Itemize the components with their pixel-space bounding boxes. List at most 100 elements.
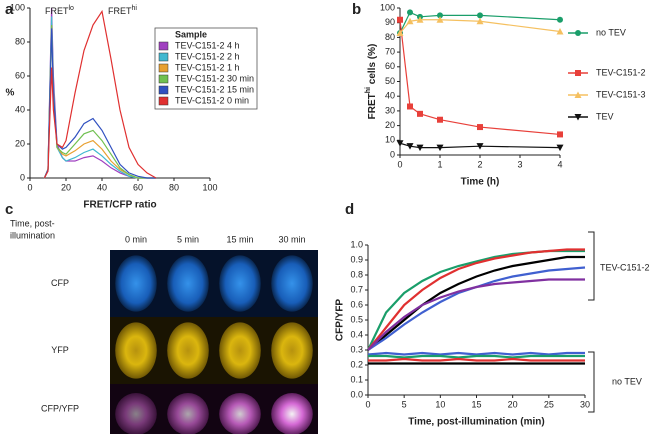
legend-label: TEV bbox=[596, 111, 614, 121]
panel-label: a bbox=[5, 1, 14, 18]
x-tick-label: 1 bbox=[437, 159, 442, 169]
x-tick-label: 30 bbox=[580, 399, 590, 409]
point bbox=[406, 143, 414, 150]
y-tick-label: 0.0 bbox=[350, 389, 363, 399]
x-tick-label: 100 bbox=[202, 182, 217, 192]
x-tick-label: 15 bbox=[471, 399, 481, 409]
y-tick-label: 30 bbox=[385, 105, 395, 115]
cell bbox=[271, 255, 313, 312]
cell bbox=[219, 255, 261, 312]
point bbox=[436, 144, 444, 152]
x-tick-label: 0 bbox=[365, 399, 370, 409]
x-tick-label: 3 bbox=[517, 159, 522, 169]
legend-swatch bbox=[158, 74, 169, 84]
y-tick-label: 20 bbox=[385, 120, 395, 130]
point bbox=[574, 114, 582, 121]
column-label: 30 min bbox=[278, 234, 305, 244]
legend-swatch bbox=[158, 41, 169, 51]
label-text: FRET bbox=[367, 93, 378, 119]
y-tick-label: 90 bbox=[385, 17, 395, 27]
point bbox=[556, 28, 564, 35]
cell bbox=[115, 255, 157, 312]
legend-swatch bbox=[158, 52, 169, 62]
x-tick-label: 10 bbox=[435, 399, 445, 409]
cell bbox=[115, 322, 157, 379]
x-tick-label: 20 bbox=[508, 399, 518, 409]
point bbox=[396, 140, 404, 147]
legend-title: Sample bbox=[175, 29, 207, 39]
x-axis-title: Time, post-illumination (min) bbox=[408, 417, 544, 428]
series-line bbox=[367, 351, 585, 356]
y-tick-label: 0.9 bbox=[350, 254, 363, 264]
y-tick-label: 80 bbox=[15, 36, 25, 46]
legend-label: TEV-C151-2 1 h bbox=[175, 62, 240, 72]
x-tick-label: 0 bbox=[397, 159, 402, 169]
column-label: 15 min bbox=[226, 234, 253, 244]
y-axis-title: CFP/YFP bbox=[335, 299, 346, 342]
x-axis-title: Time (h) bbox=[461, 177, 500, 188]
label-text: FRET bbox=[108, 6, 132, 16]
x-tick-label: 25 bbox=[544, 399, 554, 409]
legend-swatch bbox=[158, 63, 169, 73]
cell bbox=[167, 255, 209, 312]
cell bbox=[271, 393, 313, 434]
point bbox=[407, 103, 413, 110]
legend-box bbox=[154, 27, 258, 110]
cell bbox=[167, 393, 209, 434]
point bbox=[556, 144, 564, 152]
point bbox=[574, 91, 582, 98]
y-tick-label: 60 bbox=[385, 61, 395, 71]
legend-swatch bbox=[158, 96, 169, 106]
y-tick-label: 50 bbox=[385, 76, 395, 86]
x-tick-label: 20 bbox=[61, 182, 71, 192]
point bbox=[416, 16, 424, 23]
y-tick-label: 1.0 bbox=[350, 239, 363, 249]
label: FREThi bbox=[108, 5, 137, 16]
cell bbox=[167, 322, 209, 379]
bracket bbox=[588, 351, 595, 413]
legend-swatch bbox=[158, 85, 169, 95]
group-label: TEV-C151-2 bbox=[600, 262, 650, 272]
point bbox=[407, 9, 413, 16]
label-sup: lo bbox=[69, 5, 75, 12]
panel-label: d bbox=[345, 201, 354, 218]
label-text: cells (%) bbox=[367, 44, 378, 87]
y-tick-label: 60 bbox=[15, 70, 25, 80]
cell bbox=[219, 393, 261, 434]
bracket bbox=[588, 231, 595, 301]
corner-label: illumination bbox=[10, 230, 55, 240]
panel-label: c bbox=[5, 201, 13, 218]
legend-label: TEV-C151-2 30 min bbox=[175, 73, 254, 83]
point bbox=[416, 144, 424, 152]
y-tick-label: 100 bbox=[380, 2, 395, 12]
y-tick-label: 0.4 bbox=[350, 329, 363, 339]
x-axis-title: FRET/CFP ratio bbox=[83, 200, 156, 211]
x-tick-label: 60 bbox=[133, 182, 143, 192]
series-line bbox=[43, 9, 157, 179]
point bbox=[477, 12, 483, 19]
x-tick-label: 4 bbox=[557, 159, 562, 169]
series-line bbox=[367, 255, 585, 351]
point bbox=[477, 124, 483, 131]
x-tick-label: 5 bbox=[402, 399, 407, 409]
label-text: FRET bbox=[45, 6, 69, 16]
row-label: CFP/YFP bbox=[41, 403, 79, 413]
point bbox=[397, 16, 403, 23]
y-tick-label: 40 bbox=[15, 104, 25, 114]
y-tick-label: 10 bbox=[385, 135, 395, 145]
series-line bbox=[368, 357, 585, 362]
panel-label: b bbox=[352, 1, 361, 18]
legend-label: TEV-C151-2 4 h bbox=[175, 40, 240, 50]
y-tick-label: 100 bbox=[10, 2, 25, 12]
column-label: 5 min bbox=[177, 234, 199, 244]
row-label: YFP bbox=[51, 345, 69, 355]
x-tick-label: 2 bbox=[477, 159, 482, 169]
cell bbox=[271, 322, 313, 379]
y-axis-title: % bbox=[6, 88, 15, 99]
series-line bbox=[367, 248, 585, 351]
x-tick-label: 80 bbox=[169, 182, 179, 192]
y-tick-label: 0.1 bbox=[350, 374, 363, 384]
point bbox=[557, 131, 563, 138]
point bbox=[575, 70, 581, 76]
